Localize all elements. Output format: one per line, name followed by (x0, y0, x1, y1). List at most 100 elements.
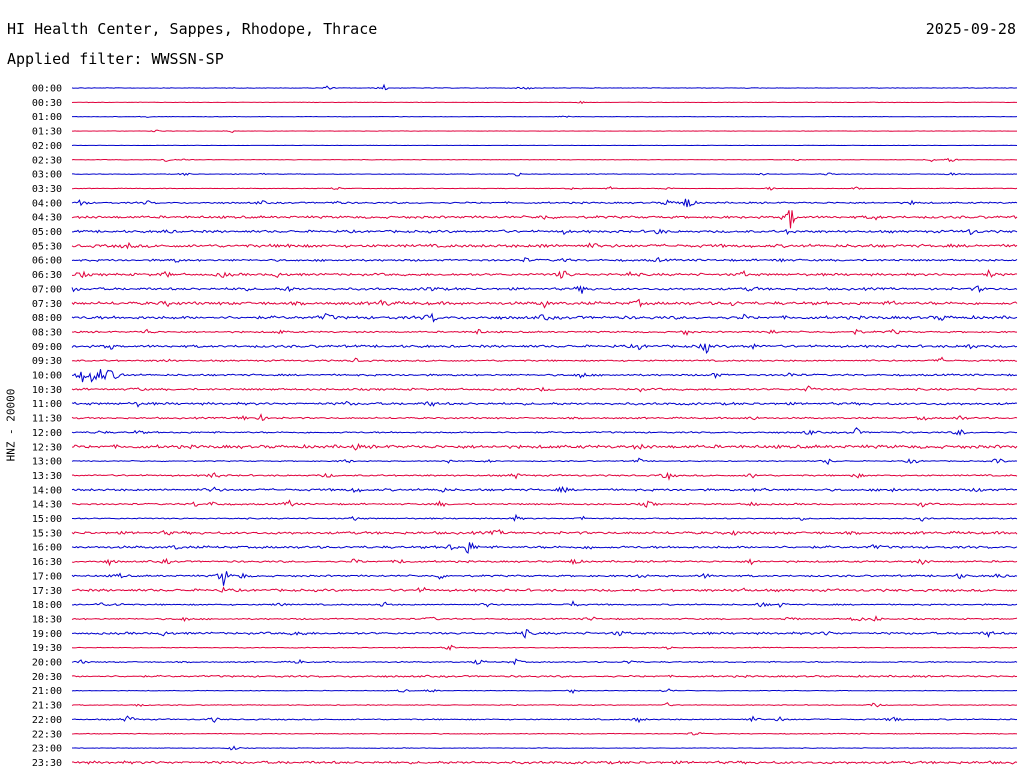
time-label: 04:00 (32, 198, 62, 209)
time-label: 16:00 (32, 543, 62, 554)
time-label: 10:30 (32, 385, 62, 396)
time-label: 02:30 (32, 155, 62, 166)
trace-0230 (71, 157, 1018, 163)
trace-0800 (71, 312, 1018, 323)
time-label: 09:30 (32, 356, 62, 367)
time-label: 22:30 (32, 729, 62, 740)
trace-2230 (71, 731, 1018, 736)
trace-0000 (71, 83, 1018, 91)
trace-1000 (71, 369, 1018, 383)
time-label: 04:30 (32, 213, 62, 224)
trace-2200 (71, 715, 1018, 724)
trace-2000 (71, 658, 1018, 666)
time-label: 14:00 (32, 485, 62, 496)
time-label: 01:00 (32, 112, 62, 123)
time-label: 08:30 (32, 327, 62, 338)
time-label: 18:00 (32, 600, 62, 611)
trace-1500 (71, 513, 1018, 522)
time-label: 12:00 (32, 428, 62, 439)
time-label: 15:00 (32, 514, 62, 525)
trace-0700 (71, 284, 1018, 294)
trace-0330 (71, 185, 1018, 191)
trace-1200 (71, 427, 1018, 437)
time-label: 21:30 (32, 701, 62, 712)
trace-2130 (71, 702, 1018, 708)
trace-1230 (71, 442, 1018, 451)
date-label: 2025-09-28 (925, 20, 1016, 38)
time-label: 11:30 (32, 414, 62, 425)
trace-1900 (71, 628, 1018, 639)
time-label: 08:00 (32, 313, 62, 324)
time-label: 06:30 (32, 270, 62, 281)
trace-1930 (71, 644, 1018, 652)
time-label: 00:30 (32, 98, 62, 109)
trace-group (71, 83, 1018, 765)
time-label: 19:00 (32, 629, 62, 640)
trace-0300 (71, 172, 1018, 177)
trace-0430 (71, 210, 1018, 229)
time-label: 16:30 (32, 557, 62, 568)
time-label: 15:30 (32, 528, 62, 539)
time-label: 13:30 (32, 471, 62, 482)
trace-0730 (71, 298, 1018, 309)
time-label: 07:30 (32, 299, 62, 310)
time-label: 03:00 (32, 170, 62, 181)
time-label: 20:00 (32, 658, 62, 669)
trace-2330 (71, 760, 1018, 765)
trace-0600 (71, 256, 1018, 263)
trace-2300 (72, 745, 1017, 751)
trace-1300 (71, 457, 1018, 466)
time-tick-labels: 00:00 00:30 01:00 01:30 02:00 02:30 03:00 03:30… (32, 84, 62, 769)
trace-1700 (71, 571, 1018, 586)
trace-0030 (71, 100, 1018, 105)
trace-1600 (71, 542, 1018, 554)
time-label: 18:30 (32, 614, 62, 625)
trace-0900 (71, 343, 1018, 355)
time-label: 02:00 (32, 141, 62, 152)
time-label: 01:30 (32, 127, 62, 138)
trace-1730 (72, 586, 1018, 593)
time-label: 22:00 (32, 715, 62, 726)
time-label: 03:30 (32, 184, 62, 195)
trace-0830 (71, 328, 1018, 336)
trace-0630 (71, 269, 1018, 280)
trace-1030 (71, 385, 1018, 393)
time-label: 12:30 (32, 442, 62, 453)
trace-1430 (71, 499, 1018, 508)
time-label: 13:00 (32, 457, 62, 468)
trace-0530 (71, 241, 1018, 250)
trace-0130 (71, 129, 1018, 133)
trace-0400 (71, 198, 1018, 208)
trace-0100 (72, 115, 1018, 118)
time-label: 06:00 (32, 256, 62, 267)
trace-1400 (71, 485, 1018, 494)
filter-label: Applied filter: WWSSN-SP (7, 50, 224, 68)
trace-2030 (71, 674, 1018, 679)
time-label: 21:00 (32, 686, 62, 697)
time-label: 07:00 (32, 284, 62, 295)
time-label: 09:00 (32, 342, 62, 353)
trace-0500 (71, 228, 1018, 236)
trace-1100 (71, 400, 1018, 408)
time-label: 05:30 (32, 241, 62, 252)
time-label: 23:30 (32, 758, 62, 769)
trace-1830 (71, 615, 1018, 622)
time-label: 14:30 (32, 500, 62, 511)
trace-2100 (71, 688, 1018, 695)
trace-1530 (71, 529, 1018, 537)
trace-1630 (71, 557, 1018, 567)
time-label: 20:30 (32, 672, 62, 683)
trace-1130 (71, 413, 1018, 421)
trace-1800 (71, 600, 1018, 609)
time-label: 17:00 (32, 571, 62, 582)
station-title: HI Health Center, Sappes, Rhodope, Thrac… (7, 20, 378, 38)
trace-0930 (71, 356, 1018, 363)
trace-1330 (71, 471, 1018, 481)
time-label: 11:00 (32, 399, 62, 410)
time-label: 19:30 (32, 643, 62, 654)
time-label: 00:00 (32, 84, 62, 95)
time-label: 23:00 (32, 744, 62, 755)
time-label: 05:00 (32, 227, 62, 238)
time-label: 10:00 (32, 371, 62, 382)
